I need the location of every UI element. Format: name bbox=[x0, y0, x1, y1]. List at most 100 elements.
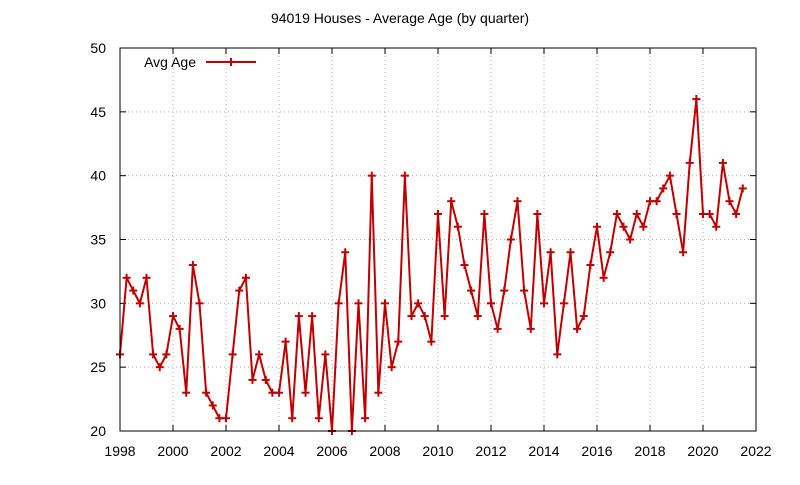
data-point bbox=[526, 324, 535, 333]
data-point bbox=[533, 209, 542, 218]
data-point bbox=[248, 375, 257, 384]
chart-title: 94019 Houses - Average Age (by quarter) bbox=[271, 10, 529, 26]
x-tick-label: 2008 bbox=[369, 443, 400, 459]
data-point bbox=[612, 209, 621, 218]
data-point bbox=[361, 414, 370, 423]
data-point bbox=[135, 299, 144, 308]
data-point bbox=[420, 312, 429, 321]
data-point bbox=[559, 299, 568, 308]
data-point bbox=[414, 299, 423, 308]
legend-label: Avg Age bbox=[144, 54, 196, 70]
data-point bbox=[155, 363, 164, 372]
data-point bbox=[725, 197, 734, 206]
data-point bbox=[606, 248, 615, 257]
data-point bbox=[129, 286, 138, 295]
data-point bbox=[387, 363, 396, 372]
data-point bbox=[255, 350, 264, 359]
y-tick-label: 35 bbox=[90, 232, 106, 248]
data-point bbox=[162, 350, 171, 359]
data-point bbox=[520, 286, 529, 295]
y-tick-label: 45 bbox=[90, 104, 106, 120]
data-point bbox=[354, 299, 363, 308]
data-point bbox=[732, 209, 741, 218]
data-point bbox=[434, 209, 442, 218]
data-point bbox=[619, 222, 628, 231]
data-point bbox=[593, 222, 601, 231]
y-tick-label: 50 bbox=[90, 40, 106, 56]
x-tick-label: 2004 bbox=[263, 443, 294, 459]
y-tick-label: 30 bbox=[90, 295, 106, 311]
data-point bbox=[275, 388, 283, 397]
data-point bbox=[546, 248, 555, 257]
x-tick-label: 2018 bbox=[634, 443, 665, 459]
data-point bbox=[632, 209, 641, 218]
data-point bbox=[738, 184, 747, 193]
data-point bbox=[493, 324, 502, 333]
data-point bbox=[169, 312, 177, 321]
data-point bbox=[672, 209, 681, 218]
series-line bbox=[119, 98, 744, 432]
data-point bbox=[513, 197, 522, 206]
data-point bbox=[381, 299, 389, 308]
grid-lines bbox=[120, 48, 756, 431]
data-point bbox=[122, 273, 131, 282]
data-point bbox=[573, 324, 582, 333]
y-tick-label: 25 bbox=[90, 359, 106, 375]
x-tick-label: 2000 bbox=[157, 443, 188, 459]
data-point bbox=[367, 171, 376, 180]
data-point bbox=[467, 286, 476, 295]
data-point bbox=[407, 312, 416, 321]
data-point bbox=[718, 158, 727, 167]
data-point bbox=[460, 261, 469, 270]
data-point bbox=[149, 350, 158, 359]
data-point bbox=[427, 337, 436, 346]
y-tick-label: 20 bbox=[90, 423, 106, 439]
data-point bbox=[453, 222, 462, 231]
data-point bbox=[400, 171, 409, 180]
data-point bbox=[665, 171, 674, 180]
y-tick-label: 40 bbox=[90, 168, 106, 184]
data-point bbox=[334, 299, 343, 308]
data-point bbox=[208, 401, 217, 410]
data-point bbox=[314, 414, 323, 423]
x-tick-label: 2020 bbox=[687, 443, 718, 459]
data-point bbox=[447, 197, 456, 206]
x-tick-label: 1998 bbox=[104, 443, 135, 459]
data-point bbox=[566, 248, 575, 257]
data-point bbox=[195, 299, 204, 308]
axes: 1998 2000 2002 2004 2006 2008 2010 2012 2014 2016… bbox=[90, 40, 771, 459]
data-point bbox=[182, 388, 191, 397]
x-tick-label: 2014 bbox=[528, 443, 559, 459]
data-point bbox=[626, 235, 635, 244]
data-point bbox=[659, 184, 668, 193]
series-layer bbox=[116, 95, 747, 435]
data-point bbox=[241, 273, 250, 282]
data-point bbox=[301, 388, 310, 397]
data-point bbox=[142, 273, 151, 282]
data-point bbox=[500, 286, 509, 295]
data-point bbox=[685, 158, 694, 167]
data-point bbox=[540, 299, 548, 308]
data-point bbox=[473, 312, 482, 321]
data-point bbox=[222, 414, 230, 423]
x-tick-label: 2006 bbox=[316, 443, 347, 459]
data-point bbox=[294, 312, 303, 321]
data-point bbox=[712, 222, 721, 231]
x-tick-label: 2012 bbox=[475, 443, 506, 459]
x-tick-label: 2010 bbox=[422, 443, 453, 459]
data-point bbox=[261, 375, 270, 384]
data-point bbox=[228, 350, 237, 359]
data-point bbox=[288, 414, 297, 423]
data-point bbox=[487, 299, 495, 308]
data-point bbox=[175, 324, 184, 333]
data-point bbox=[692, 95, 701, 104]
data-point bbox=[188, 261, 197, 270]
data-point bbox=[506, 235, 515, 244]
data-point bbox=[679, 248, 688, 257]
data-point bbox=[705, 209, 714, 218]
data-point bbox=[599, 273, 608, 282]
legend-marker bbox=[227, 58, 235, 66]
data-point bbox=[394, 337, 403, 346]
